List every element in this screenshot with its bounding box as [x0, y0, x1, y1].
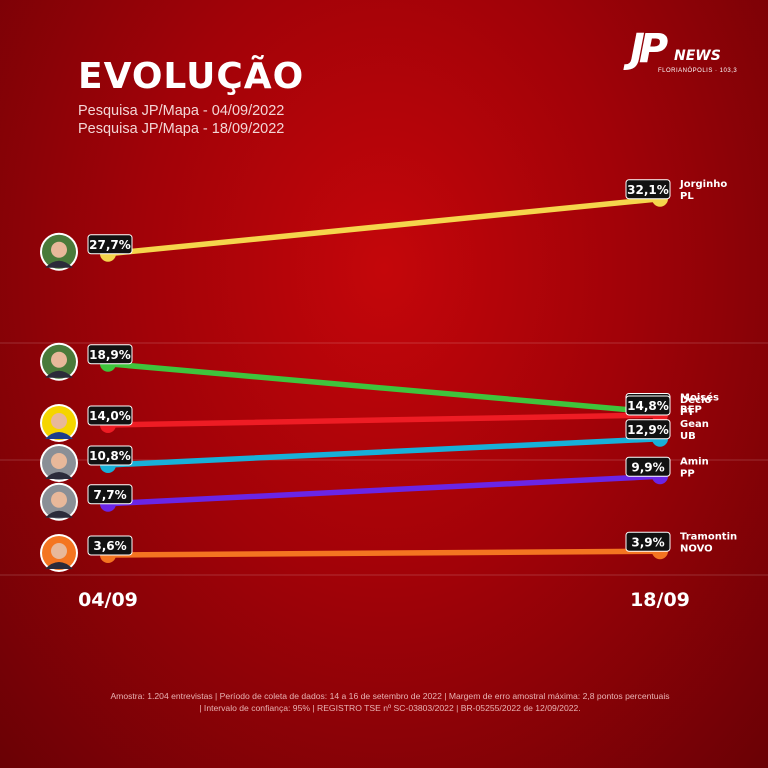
data-label: 3,6% — [87, 535, 133, 556]
series-line — [105, 412, 663, 428]
data-label: 10,8% — [87, 445, 133, 466]
series-line — [105, 436, 663, 468]
avatar-face — [51, 241, 67, 258]
legend-name: Gean — [680, 419, 709, 430]
legend-name: Jorginho — [679, 179, 727, 190]
legend-party: REP — [680, 405, 702, 416]
legend-name: Décio — [680, 394, 711, 406]
avatar-body — [45, 370, 73, 378]
data-label-text: 7,7% — [93, 488, 126, 502]
candidate-photo-icon — [40, 404, 78, 442]
candidate-photo-icon — [40, 342, 78, 381]
avatar-face — [51, 351, 67, 368]
data-label-box — [625, 531, 671, 552]
legend-party: PT — [680, 407, 694, 418]
data-label-box — [87, 535, 133, 556]
data-label-text: 12,9% — [627, 423, 669, 437]
jp-news-logo: JP NEWS FLORIANÓPOLIS · 103,3 — [630, 26, 738, 78]
avatar-face — [51, 453, 67, 469]
candidate-photo-icon — [40, 534, 78, 572]
data-label-box — [87, 405, 133, 426]
logo-mark: JP — [630, 26, 668, 72]
avatar-body — [45, 472, 73, 479]
avatar-body — [45, 510, 73, 518]
data-label-box — [87, 344, 133, 365]
legend-party: PL — [680, 191, 694, 202]
data-label: 9,9% — [625, 456, 671, 477]
subtitle-second-survey: Pesquisa JP/Mapa - 18/09/2022 — [78, 121, 285, 137]
avatar-body — [45, 562, 73, 569]
series-line — [105, 473, 663, 507]
data-label-text: 27,7% — [89, 238, 131, 252]
avatar-face — [51, 491, 67, 508]
x-tick-label: 18/09 — [630, 589, 690, 611]
data-label: 14,0% — [87, 405, 133, 426]
data-label: 27,7% — [87, 234, 133, 255]
data-label-text: 3,9% — [631, 535, 664, 549]
data-label-box — [625, 419, 671, 440]
data-label-box — [87, 484, 133, 505]
data-label-text: 10,8% — [89, 449, 131, 463]
candidate-photo-icon — [40, 232, 78, 271]
avatar-face — [51, 413, 67, 429]
data-label-text: 18,9% — [89, 348, 131, 362]
data-label-text: 3,6% — [93, 539, 126, 553]
legend-party: NOVO — [680, 543, 713, 554]
data-label-box — [87, 234, 133, 255]
data-label: 14,8% — [625, 395, 671, 416]
data-label-box — [625, 456, 671, 477]
candidate-photo-icon — [40, 482, 78, 521]
logo-word: NEWS — [674, 48, 721, 64]
series-line — [105, 361, 663, 416]
data-label: 18,9% — [87, 344, 133, 365]
avatar-body — [45, 260, 73, 268]
page-title: EVOLUÇÃO — [78, 56, 305, 97]
data-label: 32,1% — [625, 179, 671, 200]
data-label-text: 14,8% — [627, 399, 669, 413]
footer-line-1: Amostra: 1.204 entrevistas | Período de … — [110, 691, 670, 701]
legend-name: Amin — [680, 456, 709, 467]
legend-name: Tramontin — [680, 531, 737, 542]
footer-methodology: Amostra: 1.204 entrevistas | Período de … — [90, 690, 690, 714]
data-label-text: 9,9% — [631, 460, 664, 474]
data-label: 7,7% — [87, 484, 133, 505]
data-label-box — [625, 395, 671, 416]
x-tick-label: 04/09 — [78, 589, 138, 611]
logo-city: FLORIANÓPOLIS · 103,3 — [658, 68, 738, 74]
avatar-face — [51, 543, 67, 559]
data-label-text: 14,0% — [89, 409, 131, 423]
avatar-body — [45, 432, 73, 439]
legend-party: PP — [680, 468, 695, 479]
candidate-photo-icon — [40, 444, 78, 482]
data-label: 12,9% — [625, 419, 671, 440]
data-label-text: 32,1% — [627, 183, 669, 197]
subtitle-first-survey: Pesquisa JP/Mapa - 04/09/2022 — [78, 103, 285, 119]
data-label: 3,9% — [625, 531, 671, 552]
data-label-box — [625, 179, 671, 200]
legend-party: UB — [680, 431, 696, 442]
legend-name: Moisés — [680, 392, 719, 404]
series-line — [105, 548, 663, 558]
data-label-box — [87, 445, 133, 466]
footer-line-2: | Intervalo de confiança: 95% | REGISTRO… — [199, 703, 581, 713]
series-line — [105, 196, 663, 257]
